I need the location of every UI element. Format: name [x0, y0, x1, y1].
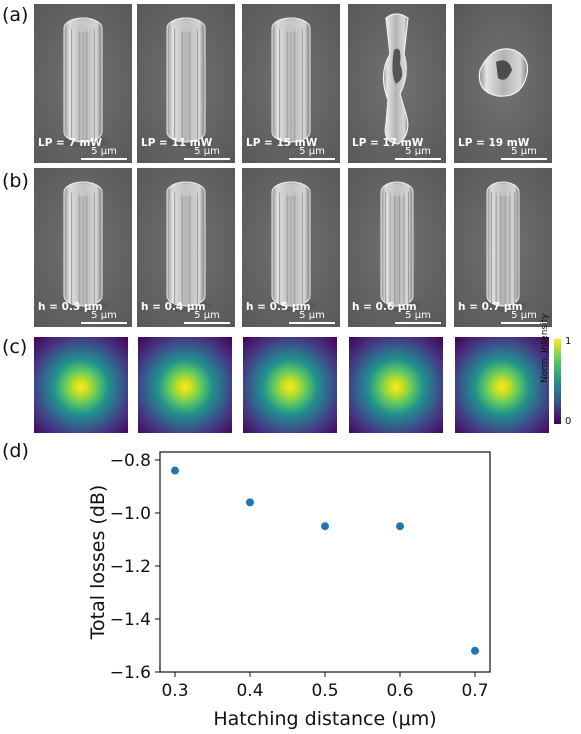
x-tick-label: 0.5: [311, 681, 338, 701]
plot-frame: [159, 451, 491, 673]
colorbar-max: 1: [565, 336, 572, 347]
sem-panel: LP = 7 mW 5 μm: [34, 4, 132, 163]
data-point: [246, 498, 254, 507]
scale-bar: 5 μm: [501, 310, 547, 324]
sem-image: [34, 4, 132, 163]
scale-bar: 5 μm: [184, 310, 230, 324]
sem-image: [454, 168, 552, 327]
sem-image: [348, 4, 446, 163]
y-tick-label: −0.8: [110, 451, 151, 471]
y-tick-label: −1.6: [110, 663, 151, 683]
sem-image: [137, 4, 235, 163]
scale-bar: 5 μm: [289, 146, 335, 160]
scale-bar-label: 5 μm: [511, 310, 537, 321]
x-axis-label: Hatching distance (μm): [213, 708, 436, 730]
scale-bar: 5 μm: [81, 310, 127, 324]
scale-bar: 5 μm: [81, 146, 127, 160]
losses-chart: 0.3 0.4 0.5 0.6 0.7 −0.8 −1.0 −1.2 −1.4 −1.6 Hatch…: [87, 451, 491, 730]
data-point: [471, 646, 479, 655]
panel-label: h = 0.5 μm: [246, 301, 311, 313]
panel-label: LP = 7 mW: [38, 137, 102, 149]
sem-image: [242, 4, 340, 163]
scale-bar-label: 5 μm: [91, 310, 117, 321]
sem-panel: h = 0.6 μm 5 μm: [348, 168, 446, 327]
colorbar: [554, 339, 561, 424]
scale-bar-label: 5 μm: [91, 146, 117, 157]
colorbar-min: 0: [565, 416, 572, 427]
sem-panel: LP = 17 mW 5 μm: [348, 4, 446, 163]
beam-profile: [34, 337, 128, 433]
scale-bar-line: [289, 322, 335, 324]
sem-panel: h = 0.3 μm 5 μm: [34, 168, 132, 327]
scale-bar-label: 5 μm: [194, 146, 220, 157]
sem-panel: LP = 19 mW 5 μm: [454, 4, 552, 163]
sem-panel: h = 0.7 μm 5 μm: [454, 168, 552, 327]
scale-bar-label: 5 μm: [299, 146, 325, 157]
scale-bar-line: [395, 158, 441, 160]
beam-profile: [349, 337, 443, 433]
panel-label: LP = 19 mW: [458, 137, 530, 149]
sem-panel: LP = 15 mW 5 μm: [242, 4, 340, 163]
sem-panel: h = 0.4 μm 5 μm: [137, 168, 235, 327]
scale-bar-line: [184, 322, 230, 324]
beam-profile: [243, 337, 337, 433]
sem-panel: h = 0.5 μm 5 μm: [242, 168, 340, 327]
label-b: (b): [2, 170, 29, 192]
x-tick-label: 0.4: [236, 681, 263, 701]
scale-bar-label: 5 μm: [511, 146, 537, 157]
data-point: [171, 466, 179, 475]
y-tick-label: −1.4: [110, 610, 151, 630]
scale-bar-line: [184, 158, 230, 160]
scale-bar: 5 μm: [184, 146, 230, 160]
scale-bar: 5 μm: [289, 310, 335, 324]
sem-image: [348, 168, 446, 327]
scale-bar-line: [81, 322, 127, 324]
scale-bar-label: 5 μm: [299, 310, 325, 321]
x-tick-label: 0.6: [386, 681, 413, 701]
panel-label: LP = 17 mW: [352, 137, 424, 149]
y-tick-label: −1.2: [110, 557, 151, 577]
label-a: (a): [2, 4, 29, 26]
data-point: [321, 522, 329, 531]
scale-bar-line: [81, 158, 127, 160]
panel-label: h = 0.3 μm: [38, 301, 103, 313]
sem-image: [137, 168, 235, 327]
scale-bar: 5 μm: [501, 146, 547, 160]
panel-label: LP = 11 mW: [141, 137, 213, 149]
scale-bar-line: [395, 322, 441, 324]
x-tick-label: 0.3: [161, 681, 188, 701]
scale-bar-line: [501, 322, 547, 324]
scale-bar-label: 5 μm: [405, 146, 431, 157]
panel-label: LP = 15 mW: [246, 137, 318, 149]
sem-image: [242, 168, 340, 327]
colorbar-title: Norm. Intensity: [540, 313, 550, 383]
data-point: [396, 522, 404, 531]
x-tick-label: 0.7: [461, 681, 488, 701]
y-axis-label: Total losses (dB): [87, 485, 109, 641]
panel-label: h = 0.4 μm: [141, 301, 206, 313]
label-d: (d): [2, 440, 29, 462]
scale-bar: 5 μm: [395, 146, 441, 160]
beam-profile: [455, 337, 549, 433]
panel-label: h = 0.6 μm: [352, 301, 417, 313]
sem-image: [34, 168, 132, 327]
label-c: (c): [2, 336, 28, 358]
sem-image: [454, 4, 552, 163]
sem-panel: LP = 11 mW 5 μm: [137, 4, 235, 163]
scale-bar-label: 5 μm: [194, 310, 220, 321]
scale-bar-line: [289, 158, 335, 160]
scale-bar-line: [501, 158, 547, 160]
scale-bar: 5 μm: [395, 310, 441, 324]
panel-label: h = 0.7 μm: [458, 301, 523, 313]
y-tick-label: −1.0: [110, 504, 151, 524]
scale-bar-label: 5 μm: [405, 310, 431, 321]
beam-profile: [138, 337, 232, 433]
